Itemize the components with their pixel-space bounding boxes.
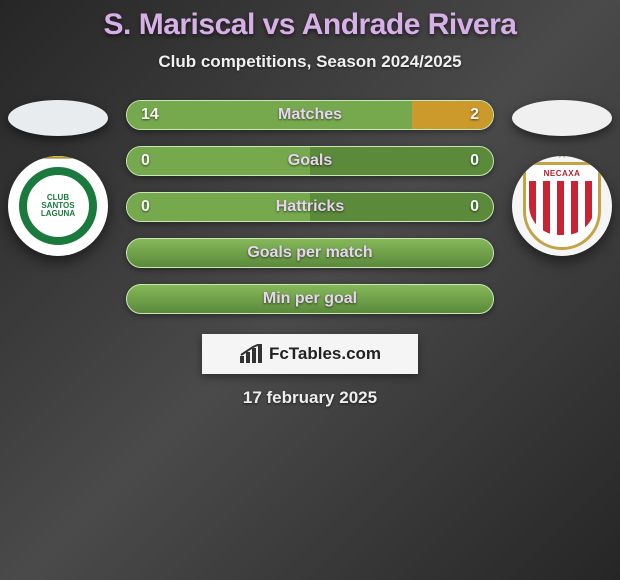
stat-row: Min per goal [126,284,494,314]
stat-row: 14 2 Matches [126,100,494,130]
left-flag-icon [8,100,108,136]
stat-label: Hattricks [276,198,344,216]
stat-value-left: 0 [141,152,150,170]
stat-value-left: 14 [141,106,159,124]
right-club-text: NECAXA [544,169,581,178]
right-club-badge: ★★★★★ NECAXA [512,156,612,256]
right-flag-icon [512,100,612,136]
stat-label: Matches [278,106,342,124]
page-title: S. Mariscal vs Andrade Rivera [104,8,517,42]
left-club-badge: CLUBSANTOSLAGUNA [8,156,108,256]
stat-value-right: 0 [470,152,479,170]
stat-value-right: 2 [470,106,479,124]
stat-label: Goals per match [247,244,372,262]
stat-row: 0 0 Goals [126,146,494,176]
crown-icon [36,156,80,160]
stats-area: CLUBSANTOSLAGUNA 14 2 Matches 0 0 Goals 0 0 Hatt… [0,100,620,314]
stat-fill-right [412,101,493,129]
left-club-text: CLUBSANTOSLAGUNA [41,194,75,218]
date-label: 17 february 2025 [243,388,377,408]
stat-label: Goals [288,152,332,170]
stat-value-left: 0 [141,198,150,216]
stripes-icon [529,181,595,235]
stat-value-right: 0 [470,198,479,216]
stats-bars: 14 2 Matches 0 0 Goals 0 0 Hattricks Goals per ma… [126,100,494,314]
stat-fill-left [127,101,412,129]
right-column: ★★★★★ NECAXA [512,100,612,256]
subtitle: Club competitions, Season 2024/2025 [158,52,461,72]
brand-box[interactable]: FcTables.com [202,334,418,374]
chart-icon [239,344,263,364]
comparison-card: S. Mariscal vs Andrade Rivera Club compe… [0,0,620,408]
stat-row: 0 0 Hattricks [126,192,494,222]
left-column: CLUBSANTOSLAGUNA [8,100,108,256]
stat-label: Min per goal [263,290,357,308]
stat-row: Goals per match [126,238,494,268]
stat-fill-left [127,147,310,175]
brand-text: FcTables.com [269,344,381,364]
